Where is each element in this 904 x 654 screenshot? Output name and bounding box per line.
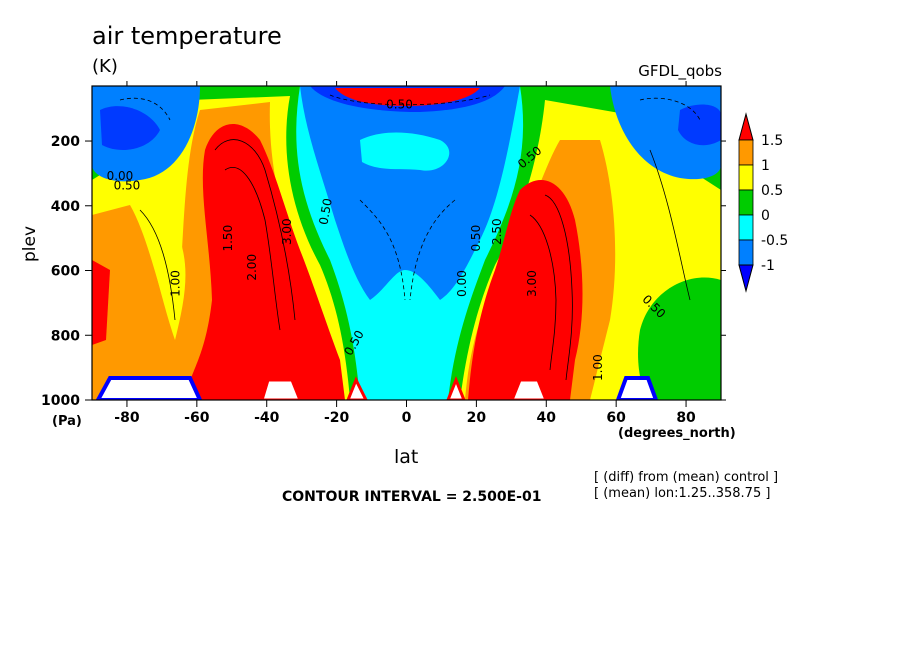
field-left-green: [92, 86, 360, 400]
colorbar-swatch: [738, 239, 754, 266]
x-tick-label: 40: [537, 410, 557, 426]
field-layer: [92, 86, 721, 400]
y-axis-units: (Pa): [52, 414, 82, 429]
colorbar-swatch: [738, 139, 754, 166]
colorbar-label: -0.5: [761, 233, 788, 249]
field-right-blue-pole: [610, 86, 721, 180]
field-center-blue: [300, 86, 520, 300]
field-right-darkblue-pole: [678, 104, 721, 146]
y-tick-label: 800: [51, 328, 80, 344]
field-left-yellow: [92, 96, 350, 400]
plot-frame: [91, 85, 722, 401]
colorbar-label: 0.5: [761, 183, 783, 199]
contour-label: 1.00: [168, 270, 182, 297]
field-right-green: [448, 86, 721, 400]
field-left-red: [185, 124, 345, 400]
colorbar-swatch: [738, 189, 754, 216]
x-axis-units: (degrees_north): [618, 426, 736, 441]
field-right-red: [468, 180, 583, 400]
contour-label: 1.50: [221, 225, 235, 252]
contour-label: 0.00: [455, 270, 469, 297]
topography-right-1: [446, 375, 466, 400]
colorbar-swatch: [738, 214, 754, 241]
note-mean: [ (mean) lon:1.25..358.75 ]: [594, 486, 771, 501]
contour-label: 0.50: [469, 225, 483, 252]
y-tick-label: 1000: [41, 393, 80, 409]
field-left-yellow-inner: [150, 240, 186, 340]
topography-right-3: [615, 376, 659, 400]
field-center-red-top: [335, 88, 480, 106]
topography-left-2: [260, 378, 302, 400]
x-tick-label: 0: [402, 410, 412, 426]
field-cyan: [92, 86, 721, 400]
contour-label: 0.50: [341, 328, 366, 358]
contour-label: 0.00: [107, 169, 134, 183]
x-tick-label: -40: [254, 410, 280, 426]
field-left-darkblue-pole: [100, 106, 160, 150]
field-right-green-lower: [638, 277, 721, 400]
contour-label: 2.50: [490, 218, 504, 245]
field-center-cyan-patch: [360, 132, 450, 171]
field-right-yellow: [460, 100, 721, 400]
contour-lines: [119, 94, 701, 381]
field-left-red-pole: [92, 260, 110, 345]
y-axis-label: plev: [20, 225, 40, 262]
x-tick-label: -60: [184, 410, 210, 426]
colorbar-swatch: [738, 164, 754, 191]
contour-label: 0.50: [114, 179, 141, 193]
colorbar-label: -1: [761, 258, 775, 274]
topography-right-2: [510, 378, 548, 400]
contour-label: 3.00: [280, 218, 294, 245]
contour-label: 0.50: [316, 197, 334, 226]
contour-label: 1.00: [591, 354, 605, 381]
contour-label: 0.50: [386, 98, 413, 112]
axes: -80 -60 -40 -20 0 20 40 60 80 200 400 600 800 1000: [41, 81, 726, 426]
topography-left-3: [346, 376, 368, 400]
chart-units: (K): [92, 56, 118, 77]
y-tick-label: 200: [51, 134, 80, 150]
x-tick-label: 20: [467, 410, 487, 426]
field-left-orange: [92, 102, 342, 400]
x-tick-label: 80: [676, 410, 696, 426]
colorbar-bottom-arrow: [738, 264, 754, 293]
y-tick-label: 600: [51, 264, 80, 280]
contour-label: 0.50: [515, 143, 544, 171]
field-center-darkblue-top: [310, 86, 505, 112]
model-name: GFDL_qobs: [638, 62, 722, 80]
colorbar-top-arrow: [738, 112, 754, 141]
colorbar-label: 1.5: [761, 133, 783, 149]
y-tick-label: 400: [51, 199, 80, 215]
x-tick-label: -20: [324, 410, 350, 426]
contour-label: 2.00: [245, 254, 259, 281]
field-right-orange: [465, 140, 616, 400]
contour-labels: 0.000.501.001.502.003.000.500.500.000.50…: [107, 98, 669, 381]
field-left-blue-pole: [92, 86, 200, 182]
colorbar-label: 0: [761, 208, 770, 224]
topography-left: [95, 376, 203, 400]
x-tick-label: -80: [114, 410, 140, 426]
contour-label: 0.50: [640, 292, 669, 321]
colorbar-label: 1: [761, 158, 770, 174]
chart-title: air temperature: [92, 22, 282, 50]
x-tick-label: 60: [606, 410, 626, 426]
contour-label: 3.00: [525, 270, 539, 297]
note-diff: [ (diff) from (mean) control ]: [594, 470, 779, 485]
x-axis-label: lat: [394, 446, 419, 468]
contour-interval: CONTOUR INTERVAL = 2.500E-01: [282, 489, 542, 505]
colorbar: 1.5 1 0.5 0 -0.5 -1: [738, 112, 788, 293]
